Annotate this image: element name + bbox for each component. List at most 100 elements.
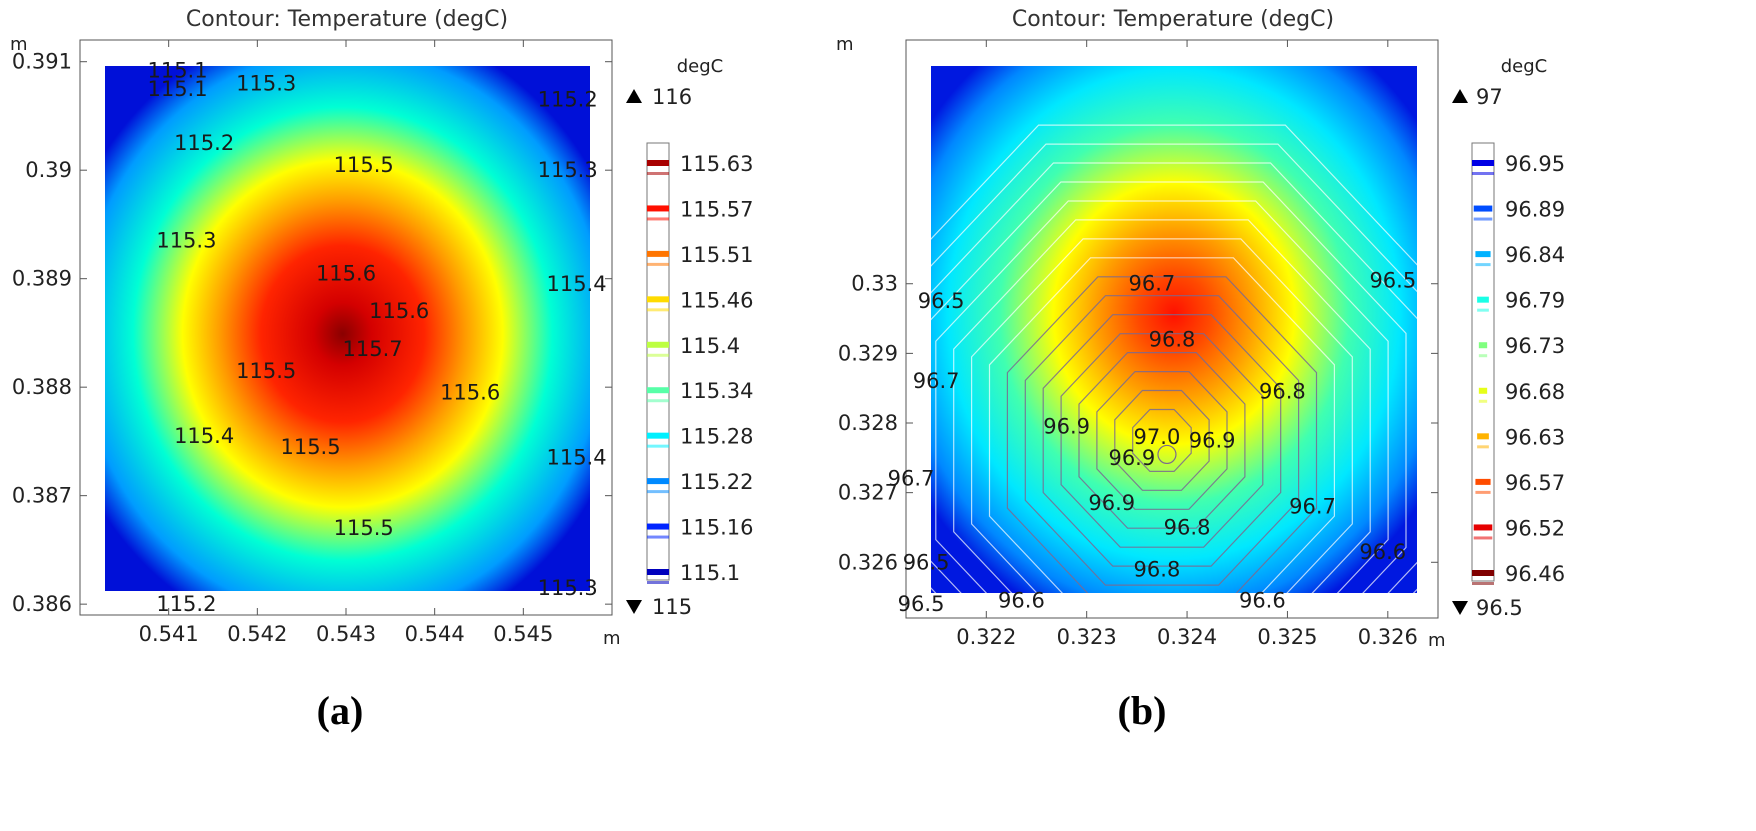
colorbar-level-band — [1472, 570, 1494, 576]
panel-a-colorbar-max: 116 — [652, 85, 692, 109]
panel-b-colorbar-min: 96.5 — [1476, 596, 1523, 620]
y-tick-label: 0.33 — [851, 272, 898, 296]
contour-line — [931, 162, 1417, 593]
colorbar-level-subband — [647, 581, 669, 584]
contour-line — [953, 219, 1371, 593]
colorbar-level-label: 115.51 — [680, 243, 753, 267]
contour-label: 96.5 — [898, 592, 945, 616]
panel-a-max-triangle-icon — [626, 89, 642, 103]
colorbar-level-band — [647, 523, 669, 530]
contour-line — [1096, 371, 1228, 510]
colorbar-level-subband — [1475, 490, 1491, 494]
contour-line — [1006, 276, 1318, 593]
panel-b-colorbar-levels: 96.95 96.89 96.84 96.79 96.73 96.68 96.63 96.57… — [1472, 152, 1565, 586]
contour-line — [1042, 314, 1282, 567]
contour-label: 115.1 — [147, 77, 207, 101]
contour-label: 96.8 — [1134, 557, 1181, 581]
colorbar-level-label: 115.46 — [680, 288, 753, 312]
panel-a-heatmap — [105, 66, 590, 591]
contour-label: 96.7 — [888, 467, 935, 491]
colorbar-level-label: 115.1 — [680, 561, 740, 585]
colorbar-level-band — [1473, 205, 1493, 212]
panel-a-y-unit: m — [10, 34, 28, 55]
contour-label: 115.3 — [538, 158, 598, 182]
y-tick-label: 0.388 — [12, 375, 72, 399]
colorbar-level-subband — [1477, 445, 1489, 449]
contour-line — [1078, 352, 1246, 529]
colorbar-level-band — [647, 387, 669, 394]
contour-label: 115.5 — [334, 516, 394, 540]
caption-a: (a) — [317, 688, 364, 733]
contour-label: 96.8 — [1149, 327, 1196, 351]
colorbar-level-label: 96.84 — [1505, 243, 1565, 267]
panel-b-contour-lines — [931, 124, 1417, 593]
contour-label: 115.5 — [280, 435, 340, 459]
contour-label: 115.4 — [546, 272, 606, 296]
colorbar-level-band — [1475, 251, 1491, 258]
panel-b-y-ticks: 0.33 0.329 0.328 0.327 0.326 — [838, 272, 1438, 574]
panel-a-colorbar-levels: 115.63 115.57 115.51 115.46 115.4 115.34 115.2… — [647, 152, 753, 585]
colorbar-level-subband — [647, 353, 669, 357]
x-tick-label: 0.544 — [405, 622, 465, 646]
contour-line — [1060, 333, 1264, 548]
colorbar-level-subband — [1477, 308, 1489, 312]
contour-line — [931, 143, 1417, 593]
contour-line — [1114, 389, 1210, 491]
colorbar-level-subband — [1478, 399, 1488, 403]
colorbar-level-label: 115.57 — [680, 197, 753, 221]
colorbar-level-band — [1477, 433, 1489, 440]
colorbar-level-subband — [647, 444, 669, 448]
contour-label: 115.3 — [156, 229, 216, 253]
x-tick-label: 0.545 — [493, 622, 553, 646]
colorbar-level-subband — [1473, 536, 1493, 540]
x-tick-label: 0.326 — [1358, 625, 1418, 649]
colorbar-level-band — [647, 296, 669, 303]
panel-a-colorbar-unit: degC — [677, 56, 724, 77]
contour-label: 96.5 — [1369, 268, 1416, 292]
colorbar-level-label: 96.46 — [1505, 562, 1565, 586]
colorbar-level-band — [647, 250, 669, 257]
panel-a-x-ticks: 0.541 0.542 0.543 0.544 0.545 — [139, 40, 553, 646]
colorbar-level-band — [647, 569, 669, 575]
contour-label: 96.9 — [1088, 491, 1135, 515]
colorbar-level-band — [1478, 387, 1488, 394]
colorbar-level-band — [1477, 296, 1489, 303]
colorbar-level-label: 115.63 — [680, 152, 753, 176]
contour-label: 115.1 — [147, 58, 207, 82]
contour-label: 96.8 — [1259, 380, 1306, 404]
contour-label: 115.6 — [369, 299, 429, 323]
panel-b-y-unit: m — [836, 34, 854, 55]
y-tick-label: 0.39 — [25, 158, 72, 182]
y-tick-label: 0.329 — [838, 341, 898, 365]
colorbar-level-band — [1475, 478, 1491, 485]
peak-contour-ring — [1157, 444, 1177, 465]
contour-label: 96.5 — [903, 550, 950, 574]
colorbar-level-subband — [647, 399, 669, 403]
contour-label: 96.7 — [1129, 272, 1176, 296]
colorbar-level-label: 115.34 — [680, 379, 753, 403]
contour-line — [1132, 408, 1192, 472]
colorbar-level-band — [647, 341, 669, 348]
colorbar-level-label: 115.22 — [680, 470, 753, 494]
y-tick-label: 0.387 — [12, 484, 72, 508]
contour-line — [988, 257, 1336, 593]
colorbar-level-subband — [1478, 354, 1488, 358]
x-tick-label: 0.541 — [139, 622, 199, 646]
colorbar-level-subband — [1473, 217, 1493, 221]
panel-a-min-triangle-icon — [626, 600, 642, 614]
x-tick-label: 0.323 — [1057, 625, 1117, 649]
y-tick-label: 0.327 — [838, 481, 898, 505]
colorbar-level-label: 96.95 — [1505, 152, 1565, 176]
contour-label: 96.6 — [1239, 589, 1286, 613]
contour-line — [931, 181, 1407, 593]
panel-b-colorbar-max: 97 — [1476, 85, 1503, 109]
contour-label: 96.7 — [913, 369, 960, 393]
colorbar-level-label: 96.63 — [1505, 425, 1565, 449]
caption-b: (b) — [1118, 688, 1167, 733]
contour-line — [970, 238, 1353, 593]
contour-line — [931, 124, 1417, 266]
contour-label: 115.4 — [546, 446, 606, 470]
contour-label: 115.3 — [236, 71, 296, 95]
contour-line — [1024, 295, 1300, 586]
